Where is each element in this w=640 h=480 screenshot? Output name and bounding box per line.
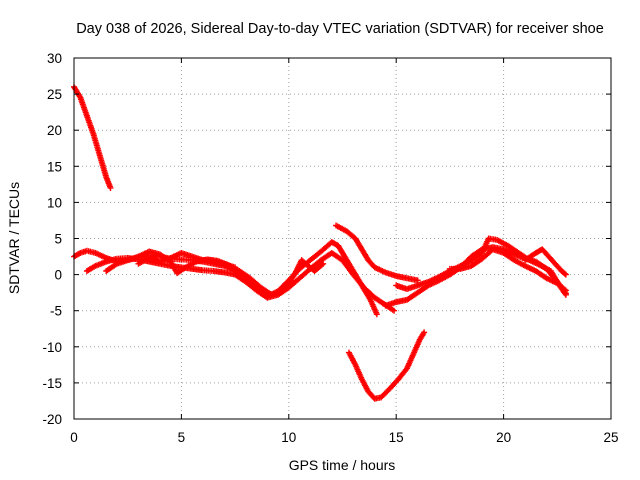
y-tick-label: 5 <box>54 232 62 247</box>
data-point-marker <box>76 250 83 257</box>
series-arc-8 <box>393 235 569 298</box>
grid-lines <box>74 58 611 419</box>
chart-title: Day 038 of 2026, Sidereal Day-to-day VTE… <box>76 21 604 37</box>
y-tick-label: -5 <box>50 304 62 319</box>
y-tick-label: 10 <box>47 195 62 210</box>
data-point-marker <box>232 264 239 271</box>
data-point-marker <box>562 271 569 278</box>
y-tick-label: -15 <box>42 376 62 391</box>
series-arc-10 <box>522 246 569 278</box>
data-point-marker <box>373 311 380 318</box>
data-point-marker <box>421 329 428 336</box>
x-axis-label: GPS time / hours <box>289 457 396 473</box>
x-tick-label: 0 <box>70 430 78 445</box>
data-markers <box>71 83 569 402</box>
data-point-marker <box>391 307 398 314</box>
series-arc-6 <box>333 222 421 284</box>
y-tick-label: -10 <box>42 340 62 355</box>
series-arc-2 <box>71 239 380 318</box>
data-point-marker <box>561 286 568 293</box>
x-tick-label: 15 <box>389 430 404 445</box>
y-tick-label: -20 <box>42 412 62 427</box>
data-point-marker <box>107 184 114 191</box>
x-tick-label: 5 <box>178 430 186 445</box>
axis-ticks: 0 5 10 15 20 25 -20 -15 -10 -5 0 5 10 15 20 25 30 <box>42 51 618 445</box>
series-arc-9 <box>446 246 569 294</box>
y-tick-label: 30 <box>47 51 62 66</box>
data-point-marker <box>561 270 568 277</box>
y-tick-label: 15 <box>47 159 62 174</box>
series-arc-1 <box>71 83 114 191</box>
y-axis-label: SDTVAR / TECUs <box>6 182 22 294</box>
series-arc-11 <box>345 329 428 402</box>
x-tick-label: 10 <box>281 430 296 445</box>
y-tick-label: 0 <box>54 268 62 283</box>
y-tick-label: 20 <box>47 123 62 138</box>
data-point-marker <box>414 277 421 284</box>
series-arc-5 <box>135 249 239 271</box>
y-tick-label: 25 <box>47 87 62 102</box>
x-tick-label: 20 <box>496 430 511 445</box>
data-point-marker <box>318 261 325 268</box>
x-tick-label: 25 <box>603 430 618 445</box>
data-point-marker <box>562 287 569 294</box>
data-point-marker <box>320 260 327 267</box>
